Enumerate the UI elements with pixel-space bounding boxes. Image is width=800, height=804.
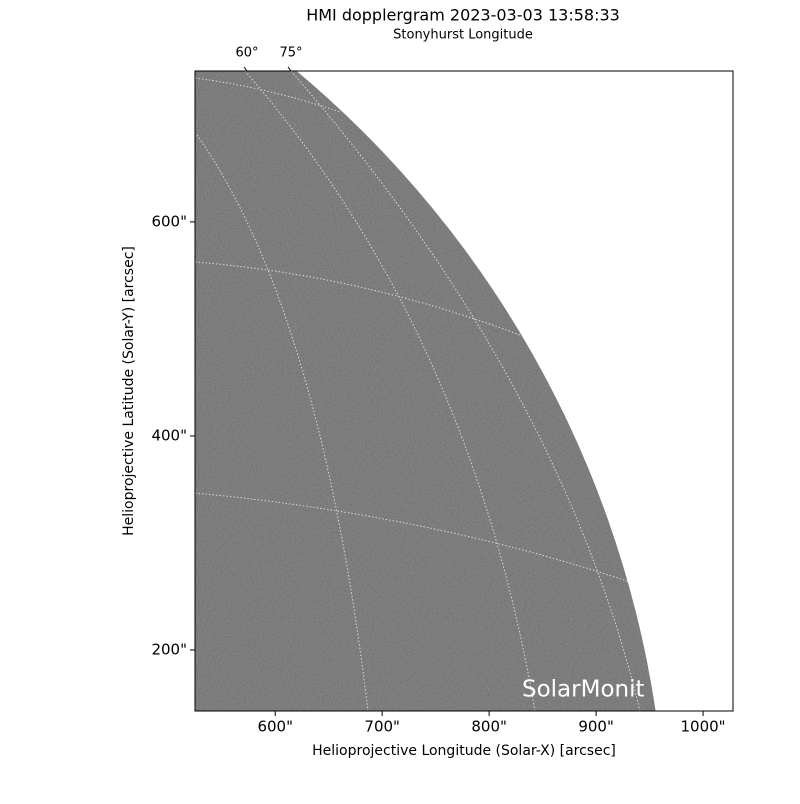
top-tick-label: 75° (279, 46, 302, 61)
x-tick-label: 700" (364, 718, 400, 736)
y-axis-label: Helioprojective Latitude (Solar-Y) [arcs… (121, 246, 137, 536)
plot-area: SolarMonit (195, 71, 667, 711)
top-tick-label: 60° (235, 46, 258, 61)
y-tick-label: 600" (151, 212, 187, 230)
y-tick-label: 400" (151, 426, 187, 444)
watermark: SolarMonit (522, 677, 645, 703)
x-axis-label: Helioprojective Longitude (Solar-X) [arc… (312, 743, 616, 759)
solar-disk: SolarMonit (195, 71, 667, 711)
x-tick-label: 1000" (681, 718, 726, 736)
y-tick-label: 200" (151, 640, 187, 658)
x-tick-label: 800" (471, 718, 507, 736)
x-tick-label: 600" (257, 718, 293, 736)
x-tick-label: 900" (578, 718, 614, 736)
chart-title: HMI dopplergram 2023-03-03 13:58:33 (306, 6, 620, 25)
top-tick (287, 66, 292, 72)
top-tick (243, 66, 248, 72)
plot-frame (194, 70, 734, 712)
coordinate-grid (195, 71, 641, 711)
top-axis-label: Stonyhurst Longitude (393, 28, 533, 43)
